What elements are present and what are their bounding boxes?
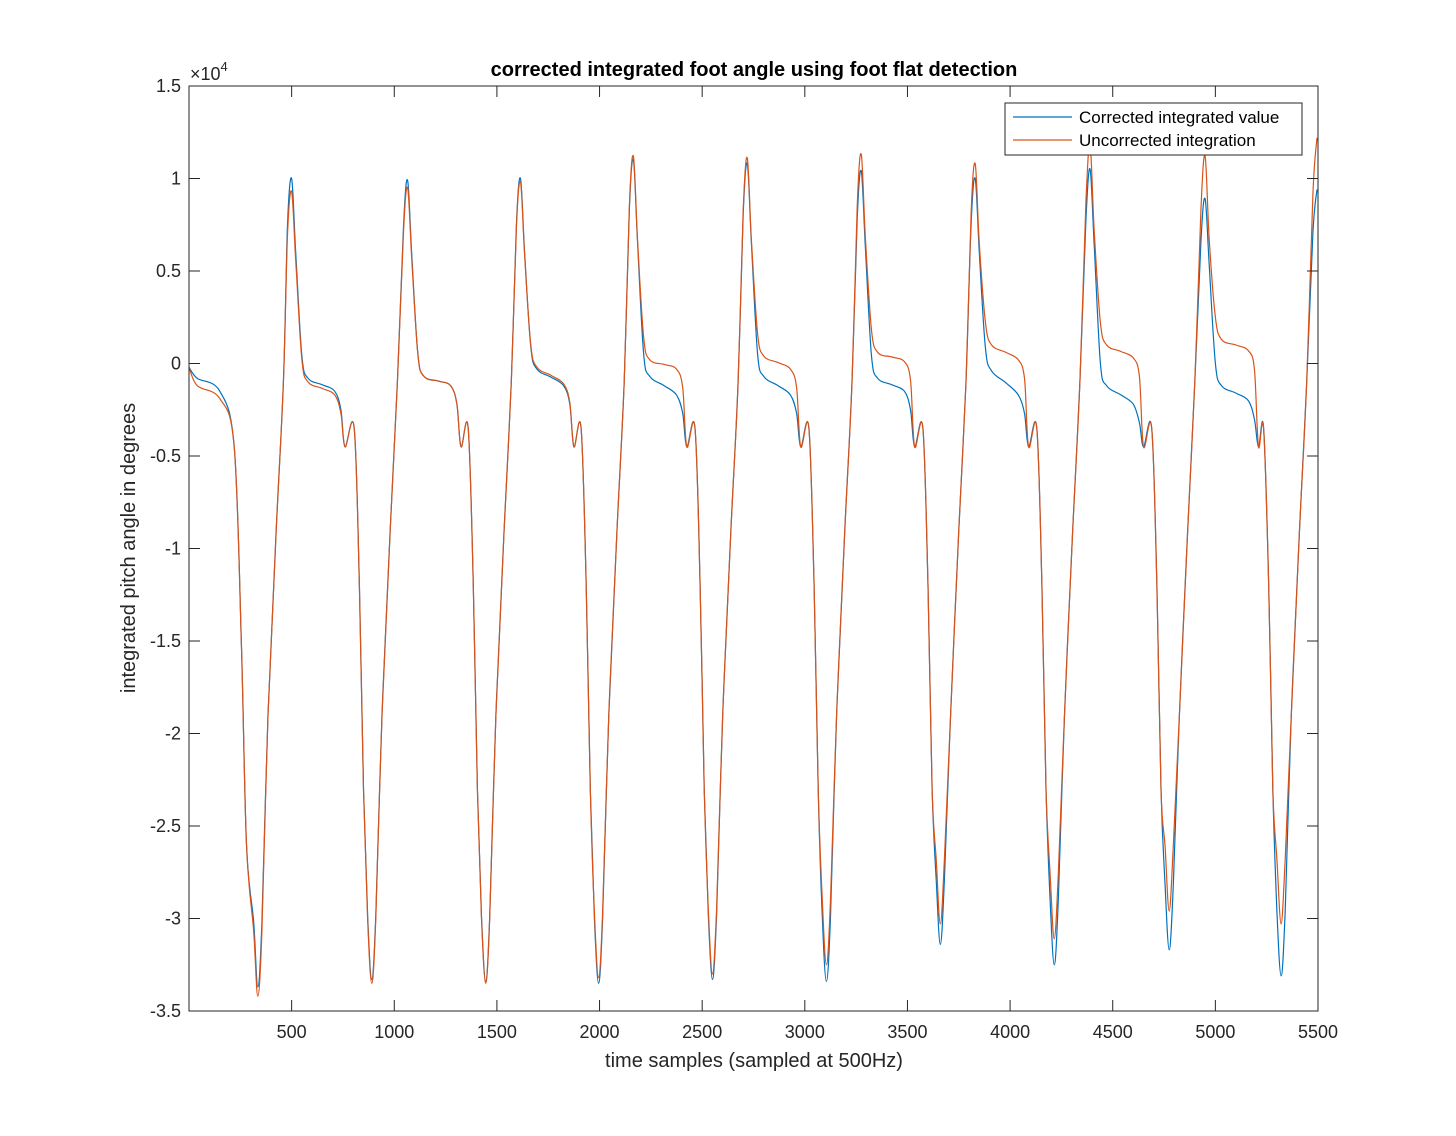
y-exponent-power: 4 (221, 59, 228, 74)
x-tick-label: 2500 (682, 1022, 722, 1042)
y-tick-label: -1 (165, 539, 181, 559)
x-tick-label: 3500 (887, 1022, 927, 1042)
y-tick-label: 0 (171, 354, 181, 374)
y-tick-label: -2.5 (150, 816, 181, 836)
x-axis-label: time samples (sampled at 500Hz) (605, 1050, 903, 1072)
x-tick-label: 4000 (990, 1022, 1030, 1042)
y-axis-label: integrated pitch angle in degrees (118, 403, 140, 693)
legend-box (1004, 102, 1303, 156)
plot-lines (189, 137, 1318, 997)
x-tick-label: 3000 (785, 1022, 825, 1042)
y-tick-label: -2 (165, 724, 181, 744)
x-tick-label: 5500 (1298, 1022, 1338, 1042)
x-tick-label: 1500 (477, 1022, 517, 1042)
y-tick-label: -3 (165, 909, 181, 929)
y-tick-label: 0.5 (156, 261, 181, 281)
x-tick-label: 4500 (1093, 1022, 1133, 1042)
x-tick-label: 5000 (1195, 1022, 1235, 1042)
y-tick-label: -3.5 (150, 1001, 181, 1021)
legend: Corrected integrated value Uncorrected i… (1004, 102, 1303, 156)
series-line-uncorrected (189, 137, 1318, 997)
x-tick-label: 2000 (580, 1022, 620, 1042)
legend-label-uncorrected: Uncorrected integration (1079, 131, 1256, 150)
x-tick-label: 500 (277, 1022, 307, 1042)
legend-label-corrected: Corrected integrated value (1079, 108, 1279, 127)
x-axis-ticks: 500 1000 1500 2000 2500 3000 3500 4000 4500 5000 5… (277, 86, 1338, 1042)
y-tick-label: 1.5 (156, 76, 181, 96)
y-tick-label: -0.5 (150, 446, 181, 466)
y-exponent-label: ×104 (190, 59, 228, 84)
y-axis-ticks: 1.5 1 0.5 0 -0.5 -1 -1.5 -2 -2.5 -3 -3.5 (150, 76, 1318, 1021)
y-tick-label: -1.5 (150, 631, 181, 651)
chart-title: corrected integrated foot angle using fo… (491, 59, 1018, 81)
y-tick-label: 1 (171, 169, 181, 189)
x-tick-label: 1000 (374, 1022, 414, 1042)
